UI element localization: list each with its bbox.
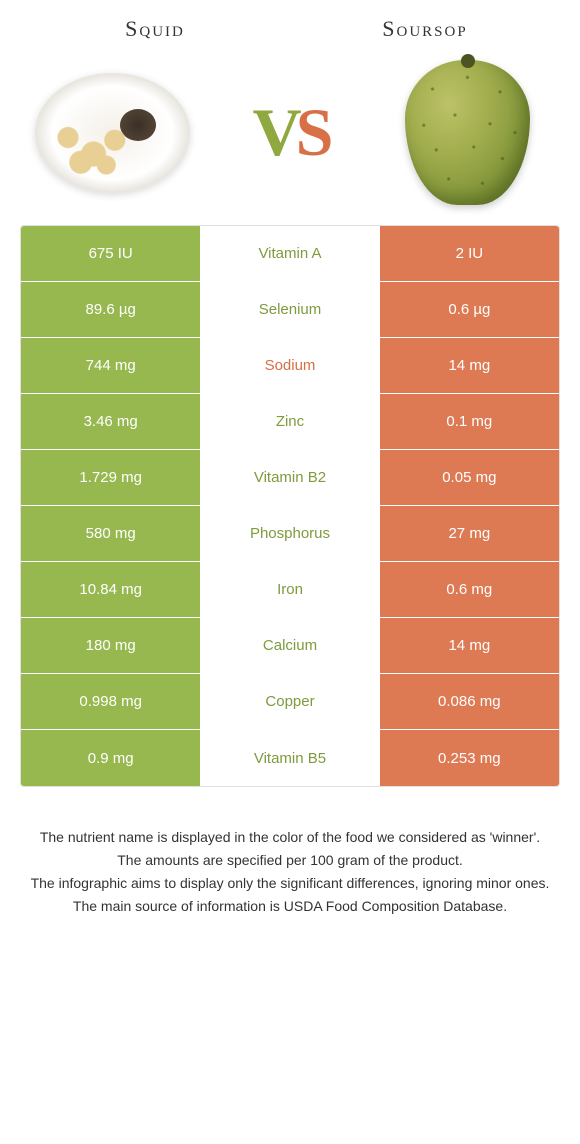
- squid-plate-icon: [35, 73, 190, 193]
- table-row: 675 IUVitamin A2 IU: [21, 226, 559, 282]
- header-row: Squid Soursop: [0, 0, 580, 50]
- nutrient-name: Vitamin A: [200, 226, 379, 281]
- value-left: 0.9 mg: [21, 730, 200, 786]
- vs-s: S: [296, 94, 328, 170]
- nutrient-table: 675 IUVitamin A2 IU89.6 µgSelenium0.6 µg…: [20, 225, 560, 787]
- value-right: 2 IU: [380, 226, 559, 281]
- value-left: 580 mg: [21, 506, 200, 561]
- value-left: 3.46 mg: [21, 394, 200, 449]
- nutrient-name: Calcium: [200, 618, 379, 673]
- table-row: 10.84 mgIron0.6 mg: [21, 562, 559, 618]
- value-left: 89.6 µg: [21, 282, 200, 337]
- header-right: Soursop: [290, 16, 560, 42]
- vs-label: VS: [253, 93, 328, 172]
- table-row: 3.46 mgZinc0.1 mg: [21, 394, 559, 450]
- table-row: 89.6 µgSelenium0.6 µg: [21, 282, 559, 338]
- nutrient-name: Phosphorus: [200, 506, 379, 561]
- value-left: 10.84 mg: [21, 562, 200, 617]
- value-right: 27 mg: [380, 506, 559, 561]
- value-right: 14 mg: [380, 338, 559, 393]
- value-left: 180 mg: [21, 618, 200, 673]
- value-left: 744 mg: [21, 338, 200, 393]
- nutrient-name: Zinc: [200, 394, 379, 449]
- footer-line: The infographic aims to display only the…: [30, 873, 550, 894]
- nutrient-name: Vitamin B2: [200, 450, 379, 505]
- table-row: 0.998 mgCopper0.086 mg: [21, 674, 559, 730]
- value-right: 14 mg: [380, 618, 559, 673]
- nutrient-name: Copper: [200, 674, 379, 729]
- table-row: 744 mgSodium14 mg: [21, 338, 559, 394]
- nutrient-name: Vitamin B5: [200, 730, 379, 786]
- table-row: 180 mgCalcium14 mg: [21, 618, 559, 674]
- value-right: 0.253 mg: [380, 730, 559, 786]
- food-image-right: [385, 60, 550, 205]
- table-row: 580 mgPhosphorus27 mg: [21, 506, 559, 562]
- value-right: 0.6 mg: [380, 562, 559, 617]
- value-right: 0.086 mg: [380, 674, 559, 729]
- nutrient-name: Selenium: [200, 282, 379, 337]
- vs-v: V: [253, 94, 296, 170]
- value-left: 675 IU: [21, 226, 200, 281]
- table-row: 0.9 mgVitamin B50.253 mg: [21, 730, 559, 786]
- footer-line: The nutrient name is displayed in the co…: [30, 827, 550, 848]
- soursop-fruit-icon: [405, 60, 530, 205]
- images-row: VS: [0, 50, 580, 225]
- value-left: 1.729 mg: [21, 450, 200, 505]
- nutrient-name: Sodium: [200, 338, 379, 393]
- value-left: 0.998 mg: [21, 674, 200, 729]
- footer-notes: The nutrient name is displayed in the co…: [0, 787, 580, 917]
- value-right: 0.05 mg: [380, 450, 559, 505]
- header-left: Squid: [20, 16, 290, 42]
- table-row: 1.729 mgVitamin B20.05 mg: [21, 450, 559, 506]
- value-right: 0.6 µg: [380, 282, 559, 337]
- nutrient-name: Iron: [200, 562, 379, 617]
- footer-line: The main source of information is USDA F…: [30, 896, 550, 917]
- footer-line: The amounts are specified per 100 gram o…: [30, 850, 550, 871]
- food-image-left: [30, 60, 195, 205]
- value-right: 0.1 mg: [380, 394, 559, 449]
